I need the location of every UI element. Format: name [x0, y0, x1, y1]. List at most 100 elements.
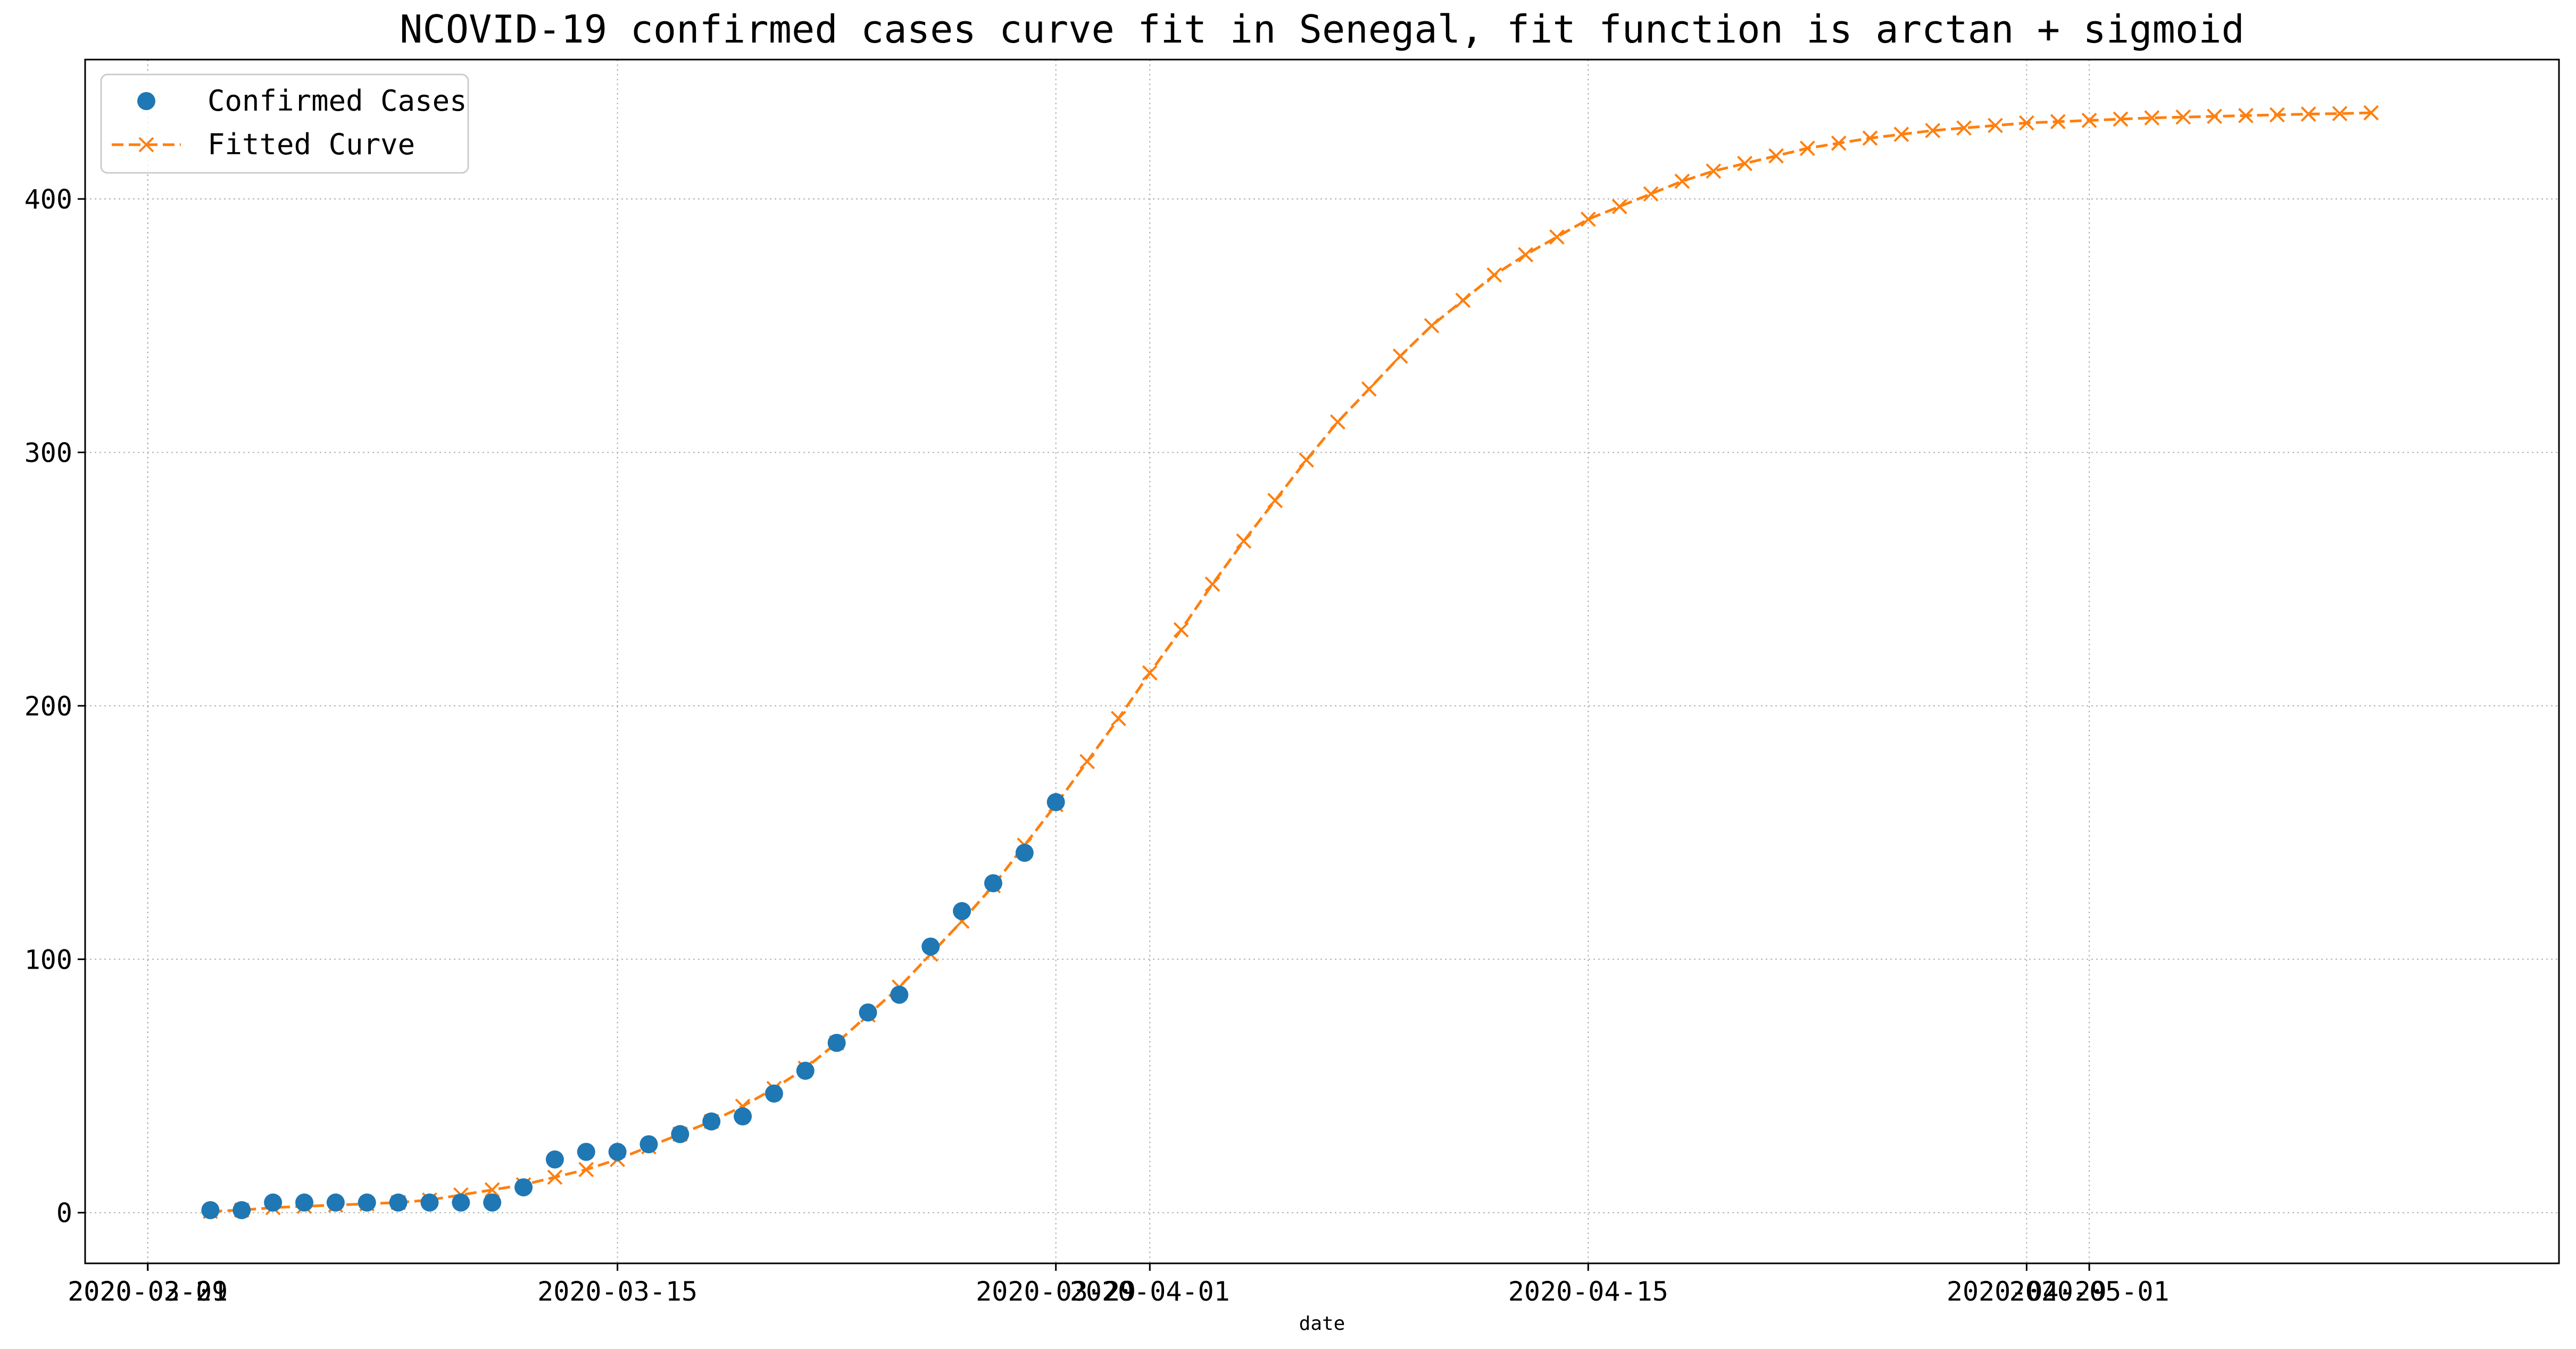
confirmed-case-point [765, 1084, 783, 1103]
fitted-curve-point [1611, 198, 1627, 214]
confirmed-case-point [702, 1112, 721, 1131]
confirmed-case-point [796, 1061, 815, 1080]
fitted-curve-point [1204, 576, 1220, 592]
confirmed-case-point [859, 1003, 877, 1022]
y-tick-label: 400 [24, 184, 72, 215]
confirmed-case-point [734, 1107, 752, 1126]
x-tick-label: 2020-04-29 [1947, 1276, 2107, 1307]
fitted-curve-point [484, 1182, 500, 1198]
confirmed-case-point [201, 1201, 220, 1219]
confirmed-case-point [1015, 844, 1034, 862]
grid [85, 60, 2559, 1263]
fitted-curve-point [1768, 148, 1784, 164]
fitted-curve-point [1643, 186, 1659, 202]
confirmed-case-point [827, 1034, 846, 1052]
confirmed-case-point [264, 1193, 282, 1212]
fitted-curve-point [2050, 114, 2066, 130]
fitted-curve-point [547, 1169, 563, 1185]
legend-marker-fitted [138, 137, 154, 153]
fitted-curve-point [2144, 110, 2160, 126]
fitted-curve-point [1267, 493, 1283, 509]
fitted-curve-point [2018, 115, 2034, 131]
chart-title: NCOVID-19 confirmed cases curve fit in S… [400, 7, 2245, 52]
y-tick-label: 0 [56, 1198, 72, 1229]
fitted-curve-point [1079, 754, 1095, 770]
plot-frame [84, 59, 2560, 1264]
fitted-curve-point [1956, 120, 1972, 136]
fitted-curve-point [1424, 318, 1440, 334]
fitted-curve-point [1988, 118, 2003, 134]
series-layer [201, 105, 2379, 1219]
fitted-curve-point [1361, 381, 1377, 397]
confirmed-case-point [1046, 793, 1065, 811]
x-tick-label: 2020-04-01 [1070, 1276, 1230, 1307]
confirmed-case-point [890, 985, 909, 1004]
confirmed-case-point [514, 1178, 533, 1197]
fitted-curve-point [2081, 112, 2097, 128]
fitted-curve-point [1706, 163, 1722, 179]
confirmed-case-point [953, 902, 971, 920]
fitted-curve-point [1392, 348, 1408, 364]
confirmed-case-point [452, 1193, 470, 1212]
x-tick-label: 2020-03-01 [68, 1276, 228, 1307]
x-tick-label: 2020-03-29 [976, 1276, 1136, 1307]
y-tick-label: 100 [24, 944, 72, 975]
x-axis-label: date [1299, 1313, 1345, 1335]
confirmed-case-point [483, 1193, 502, 1212]
fitted-curve-point [2300, 106, 2316, 122]
fitted-curve-point [1110, 711, 1126, 727]
confirmed-case-point [671, 1125, 689, 1144]
fitted-curve-point [2238, 107, 2254, 123]
fitted-curve-point [1142, 665, 1158, 681]
confirmed-case-point [984, 874, 1002, 893]
fitted-curve-point [2363, 105, 2379, 121]
fitted-curve-point [1580, 211, 1596, 227]
fitted-curve-point [1831, 135, 1847, 151]
y-tick-label: 200 [24, 691, 72, 722]
legend-marker-confirmed [137, 92, 155, 110]
confirmed-case-point [577, 1143, 595, 1161]
fitted-curve-point [1236, 533, 1252, 549]
fitted-curve-point [2113, 111, 2129, 127]
confirmed-case-point [326, 1193, 345, 1212]
fitted-curve-point [1518, 247, 1534, 263]
fitted-curve-point [1486, 267, 1502, 283]
confirmed-case-point [295, 1193, 314, 1212]
fitted-curve-point [1893, 127, 1909, 142]
fitted-curve-line [210, 111, 2371, 1213]
fitted-curve-point [1799, 140, 1815, 156]
fitted-curve-point [1455, 293, 1471, 309]
x-tick-label: 2020-03-15 [537, 1276, 697, 1307]
y-tick-label: 300 [24, 437, 72, 468]
confirmed-case-point [921, 937, 940, 956]
fitted-curve-point [1674, 173, 1690, 189]
legend-box [100, 73, 469, 174]
confirmed-case-point [420, 1193, 439, 1212]
fitted-curve-point [2175, 109, 2191, 125]
fitted-curve-point [1862, 130, 1878, 146]
x-tick-label: 2020-02-29 [68, 1276, 228, 1307]
fitted-curve-point [2269, 107, 2285, 123]
confirmed-case-point [232, 1201, 251, 1219]
confirmed-case-point [639, 1135, 658, 1154]
x-tick-label: 2020-05-01 [2009, 1276, 2170, 1307]
fitted-curve-point [578, 1162, 594, 1178]
fitted-curve-point [1299, 452, 1314, 468]
fitted-curve-point [1330, 414, 1345, 430]
confirmed-case-point [608, 1143, 627, 1161]
fitted-curve-point [1549, 229, 1565, 245]
fitted-curve-point [1173, 622, 1189, 638]
fitted-curve-point [1925, 122, 1941, 138]
legend: Confirmed Cases Fitted Curve [100, 73, 469, 174]
confirmed-case-point [358, 1193, 376, 1212]
fitted-curve-point [2207, 109, 2222, 124]
fitted-curve-point [2332, 106, 2348, 121]
fitted-curve-point [1737, 155, 1753, 171]
legend-label-confirmed: Confirmed Cases [207, 84, 467, 118]
x-tick-label: 2020-04-15 [1508, 1276, 1668, 1307]
confirmed-case-point [545, 1150, 564, 1169]
confirmed-case-point [389, 1193, 408, 1212]
